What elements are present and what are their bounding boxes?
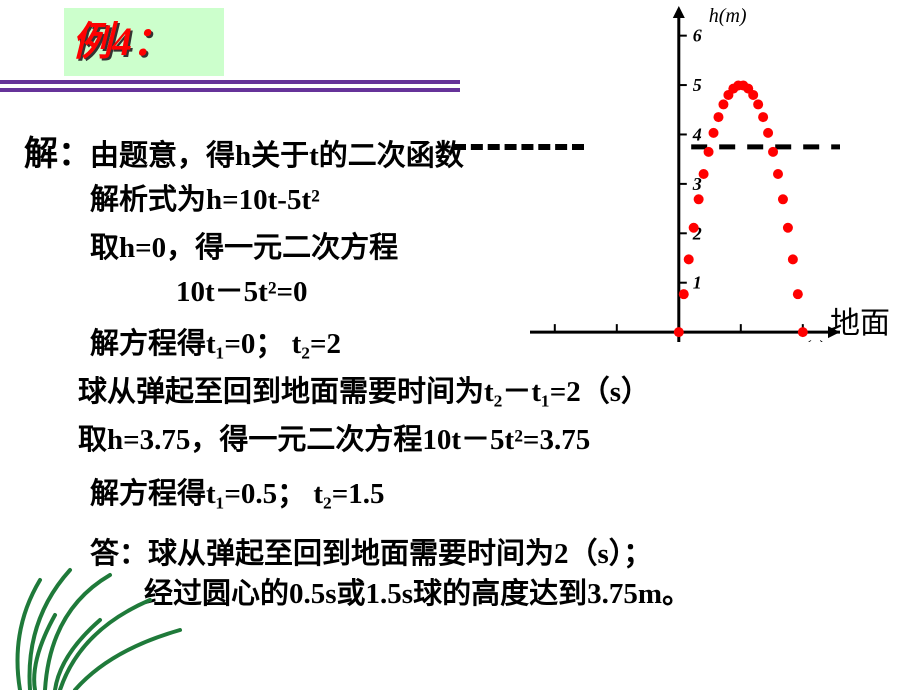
solution-prefix: 解：: [24, 126, 92, 175]
line-3: 解方程得t₁=0； t₂=2: [90, 320, 341, 362]
line-2b: 10t－5t²=0: [176, 268, 308, 310]
svg-text:6: 6: [693, 26, 702, 46]
parabola-chart: 123456-2-1012h(m)t(s): [530, 6, 840, 342]
title-box: 例4：: [64, 8, 224, 76]
grass-decoration: [0, 560, 190, 690]
line-1b: 解析式为h=10t-5t²: [90, 176, 320, 218]
example-title: 例4：: [64, 19, 172, 64]
svg-text:4: 4: [692, 124, 702, 144]
answer-line-2: 经过圆心的0.5s或1.5s球的高度达到3.75m。: [144, 570, 691, 612]
svg-text:-2: -2: [549, 338, 564, 342]
line-6: 解方程得t₁=0.5； t₂=1.5: [90, 470, 385, 512]
line-2: 取h=0，得一元二次方程: [90, 224, 398, 266]
svg-text:-1: -1: [611, 338, 626, 342]
svg-text:1: 1: [693, 273, 702, 293]
svg-text:0: 0: [673, 338, 682, 342]
line-5: 取h=3.75，得一元二次方程10t－5t²=3.75: [78, 416, 590, 458]
title-underline: [0, 80, 460, 92]
svg-text:5: 5: [693, 75, 702, 95]
line-1: 由题意，得h关于t的二次函数: [90, 132, 464, 174]
svg-text:h(m): h(m): [709, 6, 747, 27]
svg-text:1: 1: [735, 338, 744, 342]
line-4: 球从弹起至回到地面需要时间为t₂－t₁=2（s）: [78, 368, 650, 410]
svg-text:t(s): t(s): [798, 337, 825, 342]
